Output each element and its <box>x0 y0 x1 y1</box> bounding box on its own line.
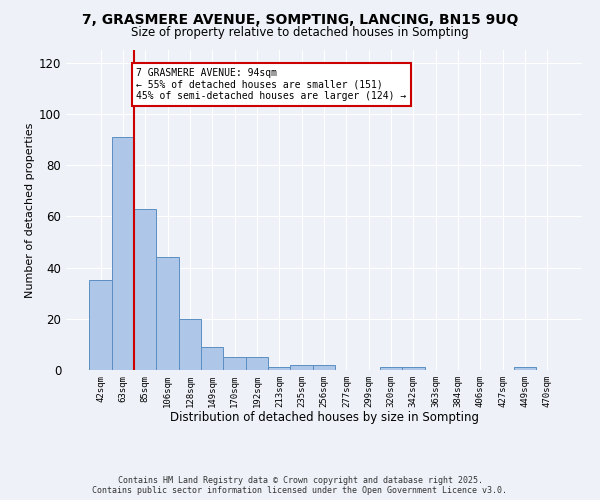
Bar <box>402 368 425 370</box>
Bar <box>89 280 112 370</box>
Bar <box>380 368 402 370</box>
Bar <box>223 357 246 370</box>
Text: 7 GRASMERE AVENUE: 94sqm
← 55% of detached houses are smaller (151)
45% of semi-: 7 GRASMERE AVENUE: 94sqm ← 55% of detach… <box>136 68 407 101</box>
Bar <box>246 357 268 370</box>
Bar <box>112 137 134 370</box>
Bar <box>514 368 536 370</box>
X-axis label: Distribution of detached houses by size in Sompting: Distribution of detached houses by size … <box>170 412 479 424</box>
Bar <box>179 319 201 370</box>
Bar <box>290 365 313 370</box>
Bar <box>201 347 223 370</box>
Text: 7, GRASMERE AVENUE, SOMPTING, LANCING, BN15 9UQ: 7, GRASMERE AVENUE, SOMPTING, LANCING, B… <box>82 12 518 26</box>
Text: Size of property relative to detached houses in Sompting: Size of property relative to detached ho… <box>131 26 469 39</box>
Bar <box>157 258 179 370</box>
Bar <box>134 208 157 370</box>
Y-axis label: Number of detached properties: Number of detached properties <box>25 122 35 298</box>
Bar <box>268 368 290 370</box>
Bar <box>313 365 335 370</box>
Text: Contains HM Land Registry data © Crown copyright and database right 2025.
Contai: Contains HM Land Registry data © Crown c… <box>92 476 508 495</box>
